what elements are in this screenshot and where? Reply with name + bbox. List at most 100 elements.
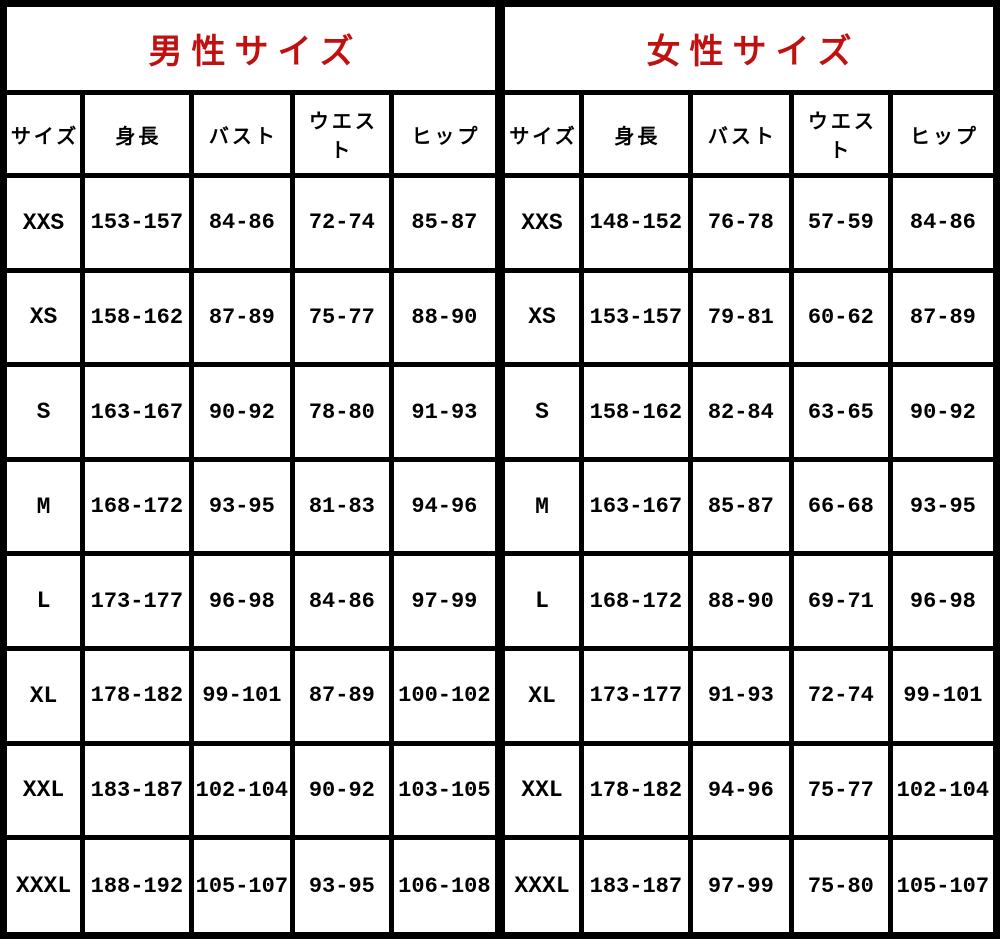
bust-cell: 102-104 [188,740,295,841]
column-header-size: サイズ [0,90,86,178]
waist-cell: 66-68 [788,456,893,557]
height-cell: 153-157 [80,173,194,273]
bust-cell: 76-78 [687,173,794,273]
hip-cell: 102-104 [887,740,1000,841]
size-label-cell: XS [0,267,86,368]
bust-cell: 88-90 [687,551,794,652]
bust-cell: 91-93 [687,646,794,746]
size-label-cell: XXL [0,740,86,841]
height-cell: 173-177 [80,551,194,652]
column-header-hip: ヒップ [887,90,1000,178]
height-cell: 178-182 [579,740,693,841]
mens-table-title: 男性サイズ [1,1,500,95]
bust-cell: 90-92 [188,362,295,462]
table-row: XS 158-162 87-89 75-77 88-90 [0,267,501,368]
table-row: L 173-177 96-98 84-86 97-99 [0,551,501,652]
height-cell: 168-172 [579,551,693,652]
hip-cell: 87-89 [887,267,1000,368]
column-header-waist: ウエスト [788,90,893,178]
table-row: S 158-162 82-84 63-65 90-92 [499,362,1000,462]
bust-cell: 96-98 [188,551,295,652]
hip-cell: 94-96 [388,456,501,557]
waist-cell: 87-89 [289,646,394,746]
womens-header-row: サイズ 身長 バスト ウエスト ヒップ [499,90,1000,178]
waist-cell: 72-74 [289,173,394,273]
hip-cell: 88-90 [388,267,501,368]
hip-cell: 93-95 [887,456,1000,557]
column-header-bust: バスト [188,90,295,178]
hip-cell: 99-101 [887,646,1000,746]
bust-cell: 94-96 [687,740,794,841]
table-row: XXS 153-157 84-86 72-74 85-87 [0,173,501,273]
table-row: XXS 148-152 76-78 57-59 84-86 [499,173,1000,273]
height-cell: 148-152 [579,173,693,273]
size-label-cell: XL [0,646,86,746]
table-row: L 168-172 88-90 69-71 96-98 [499,551,1000,652]
waist-cell: 69-71 [788,551,893,652]
size-label-cell: XS [499,267,585,368]
size-label-cell: L [499,551,585,652]
height-cell: 168-172 [80,456,194,557]
bust-cell: 97-99 [687,835,794,938]
bust-cell: 84-86 [188,173,295,273]
height-cell: 173-177 [579,646,693,746]
waist-cell: 57-59 [788,173,893,273]
column-header-height: 身長 [80,90,194,178]
waist-cell: 90-92 [289,740,394,841]
hip-cell: 105-107 [887,835,1000,938]
hip-cell: 106-108 [388,835,501,938]
womens-title-row: 女性サイズ [500,1,999,95]
column-header-size: サイズ [499,90,585,178]
bust-cell: 79-81 [687,267,794,368]
mens-size-table: 男性サイズ サイズ 身長 バスト ウエスト ヒップ XXS 153-157 84-8… [0,0,501,939]
table-row: XXXL 183-187 97-99 75-80 105-107 [499,835,1000,938]
table-row: M 163-167 85-87 66-68 93-95 [499,456,1000,557]
height-cell: 178-182 [80,646,194,746]
waist-cell: 60-62 [788,267,893,368]
waist-cell: 93-95 [289,835,394,938]
size-label-cell: XXS [499,173,585,273]
column-header-bust: バスト [687,90,794,178]
waist-cell: 75-77 [289,267,394,368]
size-label-cell: XXXL [0,835,86,938]
bust-cell: 99-101 [188,646,295,746]
height-cell: 183-187 [579,835,693,938]
waist-cell: 72-74 [788,646,893,746]
womens-table-title: 女性サイズ [500,1,999,95]
waist-cell: 75-80 [788,835,893,938]
bust-cell: 87-89 [188,267,295,368]
height-cell: 188-192 [80,835,194,938]
hip-cell: 96-98 [887,551,1000,652]
mens-header-row: サイズ 身長 バスト ウエスト ヒップ [0,90,501,178]
size-label-cell: XL [499,646,585,746]
mens-title-row: 男性サイズ [1,1,500,95]
mens-table-body: XXS 153-157 84-86 72-74 85-87 XS 158-162 87-89 7… [0,173,501,938]
waist-cell: 63-65 [788,362,893,462]
hip-cell: 91-93 [388,362,501,462]
bust-cell: 93-95 [188,456,295,557]
waist-cell: 81-83 [289,456,394,557]
table-row: XL 173-177 91-93 72-74 99-101 [499,646,1000,746]
table-row: XS 153-157 79-81 60-62 87-89 [499,267,1000,368]
hip-cell: 90-92 [887,362,1000,462]
size-label-cell: M [499,456,585,557]
table-row: XXL 183-187 102-104 90-92 103-105 [0,740,501,841]
waist-cell: 84-86 [289,551,394,652]
table-row: XXL 178-182 94-96 75-77 102-104 [499,740,1000,841]
hip-cell: 100-102 [388,646,501,746]
hip-cell: 103-105 [388,740,501,841]
column-header-height: 身長 [579,90,693,178]
height-cell: 163-167 [80,362,194,462]
height-cell: 163-167 [579,456,693,557]
size-label-cell: XXL [499,740,585,841]
size-label-cell: XXXL [499,835,585,938]
waist-cell: 78-80 [289,362,394,462]
height-cell: 158-162 [579,362,693,462]
height-cell: 153-157 [579,267,693,368]
size-label-cell: L [0,551,86,652]
height-cell: 158-162 [80,267,194,368]
bust-cell: 105-107 [188,835,295,938]
hip-cell: 84-86 [887,173,1000,273]
table-row: S 163-167 90-92 78-80 91-93 [0,362,501,462]
